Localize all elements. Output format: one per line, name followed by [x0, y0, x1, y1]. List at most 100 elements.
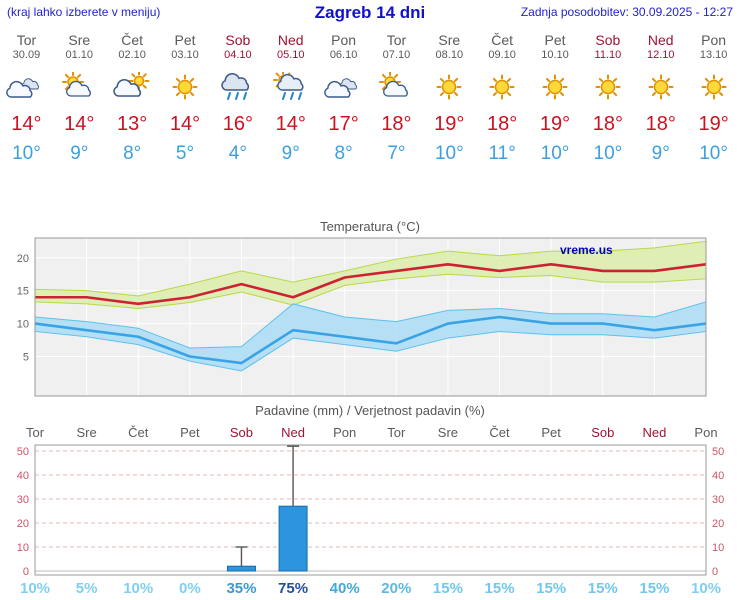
day-date: 01.10 — [65, 49, 94, 61]
sunny-icon — [581, 72, 634, 104]
svg-text:15%: 15% — [639, 580, 669, 597]
svg-text:Ned: Ned — [642, 425, 666, 440]
high-temp: 16° — [222, 113, 253, 135]
low-temp: 4° — [228, 143, 247, 164]
low-temp: 9° — [281, 143, 300, 164]
day-column[interactable]: Sre 08.10 19° 10° — [423, 28, 476, 173]
day-name: Sob — [595, 32, 621, 48]
svg-text:20: 20 — [17, 253, 29, 265]
day-column[interactable]: Ned 12.10 18° 9° — [634, 28, 687, 173]
day-date: 05.10 — [276, 49, 305, 61]
svg-text:0: 0 — [23, 566, 29, 578]
temperature-chart: 5 10 15 20 vreme.us — [17, 237, 707, 397]
svg-text:0: 0 — [712, 566, 718, 578]
day-column[interactable]: Čet 02.10 13° 8° — [106, 28, 159, 173]
low-temp: 10° — [434, 143, 464, 164]
day-date: 10.10 — [541, 49, 569, 61]
page-title: Zagreb 14 dni — [314, 3, 426, 22]
day-column[interactable]: Sob 11.10 18° 10° — [581, 28, 634, 173]
high-temp: 17° — [328, 113, 359, 135]
high-temp: 14° — [64, 113, 95, 135]
svg-text:Sob: Sob — [591, 425, 614, 440]
low-temp: 7° — [387, 143, 406, 164]
day-name: Čet — [491, 32, 514, 48]
day-name: Ned — [647, 32, 674, 48]
svg-text:10: 10 — [712, 542, 724, 554]
rain-showers-icon — [264, 70, 317, 104]
day-column[interactable]: Tor 07.10 18° 7° — [370, 28, 423, 173]
high-temp: 18° — [592, 113, 623, 135]
day-date: 04.10 — [224, 49, 252, 61]
day-column[interactable]: Pon 06.10 17° 8° — [317, 28, 370, 173]
svg-text:35%: 35% — [226, 580, 256, 597]
low-temp: 10° — [540, 143, 570, 164]
day-name: Pon — [331, 32, 357, 48]
day-column[interactable]: Pet 03.10 14° 5° — [159, 28, 212, 173]
svg-text:10%: 10% — [20, 580, 50, 597]
high-temp: 19° — [539, 113, 571, 135]
svg-text:20: 20 — [712, 518, 724, 530]
day-column[interactable]: Pon 13.10 19° 10° — [687, 28, 740, 173]
svg-text:30: 30 — [712, 494, 724, 506]
high-temp: 18° — [381, 113, 412, 135]
sunny-icon — [634, 72, 687, 104]
day-column[interactable]: Sre 01.10 14° 9° — [53, 28, 106, 173]
precipitation-chart: Tor Sre Čet Pet Sob Ned Pon Tor Sre Čet Pet Sob Ned P… — [17, 425, 725, 597]
svg-text:Sob: Sob — [230, 425, 253, 440]
low-temp: 5° — [175, 143, 195, 164]
svg-text:20%: 20% — [381, 580, 411, 597]
day-date: 08.10 — [435, 49, 464, 61]
partly-cloudy-icon — [53, 71, 106, 104]
low-temp: 8° — [334, 143, 353, 164]
high-temp: 14° — [169, 113, 201, 135]
day-name: Pon — [701, 32, 727, 48]
sunny-icon — [476, 72, 529, 104]
svg-text:30: 30 — [17, 494, 29, 506]
rain-icon — [211, 72, 264, 104]
svg-text:Tor: Tor — [387, 425, 406, 440]
svg-text:Sre: Sre — [438, 425, 458, 440]
day-column[interactable]: Tor 30.09 14° 10° — [0, 28, 53, 173]
svg-text:Pet: Pet — [541, 425, 561, 440]
low-temp: 10° — [593, 143, 623, 164]
svg-text:Tor: Tor — [26, 425, 45, 440]
day-date: 06.10 — [329, 49, 358, 61]
day-name: Ned — [277, 32, 304, 48]
day-column[interactable]: Sob 04.10 16° 4° — [211, 28, 264, 173]
svg-text:15%: 15% — [588, 580, 618, 597]
low-temp: 9° — [70, 143, 89, 164]
day-name: Tor — [16, 32, 37, 48]
sunny-icon — [423, 72, 476, 104]
sunny-icon — [529, 72, 582, 104]
svg-text:Pon: Pon — [333, 425, 356, 440]
day-name: Sre — [438, 32, 461, 48]
day-column[interactable]: Ned 05.10 14° 9° — [264, 28, 317, 173]
svg-text:5%: 5% — [76, 580, 98, 597]
day-column[interactable]: Čet 09.10 18° 11° — [476, 28, 529, 173]
day-name: Sob — [225, 32, 251, 48]
svg-text:Čet: Čet — [489, 425, 510, 440]
svg-text:40: 40 — [712, 470, 724, 482]
svg-text:10%: 10% — [691, 580, 721, 597]
day-date: 07.10 — [382, 49, 411, 61]
day-date: 30.09 — [12, 49, 41, 61]
svg-text:Sre: Sre — [76, 425, 96, 440]
cloudy-icon — [317, 72, 370, 104]
high-temp: 19° — [434, 113, 465, 135]
svg-text:10: 10 — [17, 542, 29, 554]
precip-chart-title: Padavine (mm) / Verjetnost padavin (%) — [255, 403, 485, 418]
menu-hint-note: (kraj lahko izberete v meniju) — [7, 5, 161, 19]
high-temp: 14° — [275, 113, 306, 135]
svg-text:40: 40 — [17, 470, 29, 482]
day-date: 03.10 — [171, 49, 199, 61]
svg-text:15%: 15% — [536, 580, 566, 597]
svg-text:0%: 0% — [179, 580, 201, 597]
svg-text:Ned: Ned — [281, 425, 305, 440]
low-temp: 8° — [123, 143, 142, 164]
day-column[interactable]: Pet 10.10 19° 10° — [529, 28, 582, 173]
mostly-cloudy-icon — [106, 70, 159, 104]
day-date: 12.10 — [646, 49, 675, 61]
svg-text:75%: 75% — [278, 580, 308, 597]
cloudy-icon — [0, 72, 53, 104]
svg-text:20: 20 — [17, 518, 29, 530]
